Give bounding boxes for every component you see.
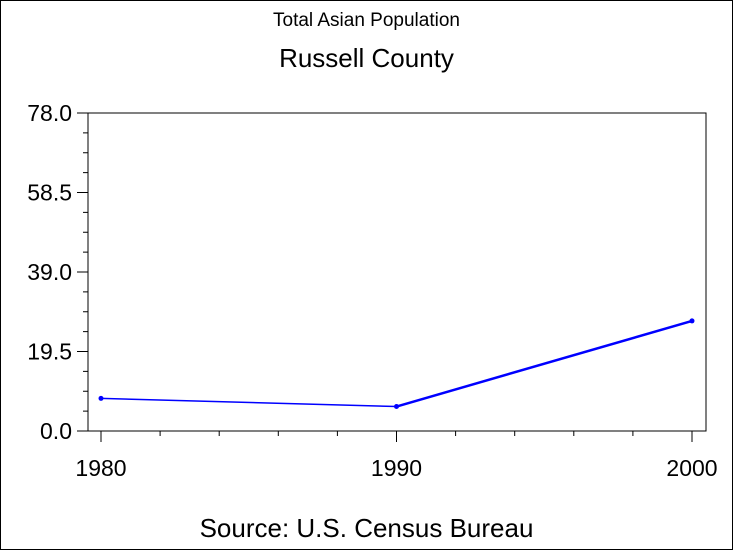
chart-title: Total Asian Population	[273, 10, 460, 31]
data-point	[394, 404, 399, 410]
y-tick-label: 39.0	[27, 259, 72, 285]
x-axis: 1980 1990 2000	[75, 431, 718, 481]
y-axis: 0.0 19.5 39.0 58.5 78.0	[27, 100, 88, 444]
y-tick-label: 19.5	[27, 339, 72, 365]
series-layer	[98, 318, 695, 410]
y-tick-label: 0.0	[40, 418, 72, 444]
y-tick-label: 58.5	[27, 180, 72, 206]
source-note: Source: U.S. Census Bureau	[199, 513, 534, 543]
x-tick-label: 2000	[666, 455, 717, 481]
x-tick-label: 1990	[371, 455, 422, 481]
chart-subtitle: Russell County	[279, 43, 454, 73]
series-line-segment	[100, 397, 397, 408]
data-point	[98, 395, 104, 401]
data-point	[689, 318, 695, 324]
series-line-segment	[396, 319, 693, 408]
plot-area-border	[87, 112, 707, 432]
x-tick-label: 1980	[75, 455, 126, 481]
y-tick-label: 78.0	[27, 100, 72, 126]
